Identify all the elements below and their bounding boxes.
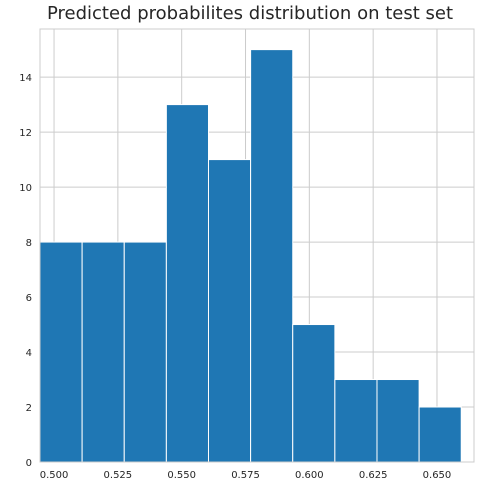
y-tick-label: 2 — [26, 403, 32, 414]
histogram-bar — [418, 406, 462, 463]
y-tick-label: 0 — [26, 458, 32, 469]
x-tick-label: 0.600 — [295, 470, 324, 481]
chart-title: Predicted probabilites distribution on t… — [46, 3, 454, 24]
x-tick-label: 0.625 — [359, 470, 388, 481]
y-tick-label: 14 — [19, 73, 32, 84]
y-tick-label: 8 — [26, 238, 32, 249]
y-axis-ticks: 0 2 4 6 8 10 12 14 — [19, 73, 32, 469]
x-tick-label: 0.575 — [231, 470, 260, 481]
x-tick-label: 0.500 — [40, 470, 69, 481]
histogram-bar — [292, 324, 336, 463]
x-tick-label: 0.650 — [423, 470, 452, 481]
plot-frame — [39, 28, 475, 463]
x-tick-label: 0.550 — [167, 470, 196, 481]
histogram-bar — [250, 49, 294, 463]
histogram-bar — [81, 241, 125, 463]
histogram-bar — [334, 379, 378, 463]
histogram-bar — [39, 241, 83, 463]
y-tick-label: 12 — [19, 128, 32, 139]
y-tick-label: 10 — [19, 183, 32, 194]
x-axis-ticks: 0.500 0.525 0.550 0.575 0.600 0.625 0.650 — [40, 470, 452, 481]
histogram-bar — [207, 159, 252, 463]
y-tick-label: 6 — [26, 293, 32, 304]
histogram-bar — [165, 104, 209, 463]
x-tick-label: 0.525 — [104, 470, 133, 481]
histogram-bar — [123, 241, 167, 463]
histogram-bar — [376, 379, 420, 463]
histogram-bars — [39, 49, 462, 463]
y-tick-label: 4 — [26, 348, 32, 359]
